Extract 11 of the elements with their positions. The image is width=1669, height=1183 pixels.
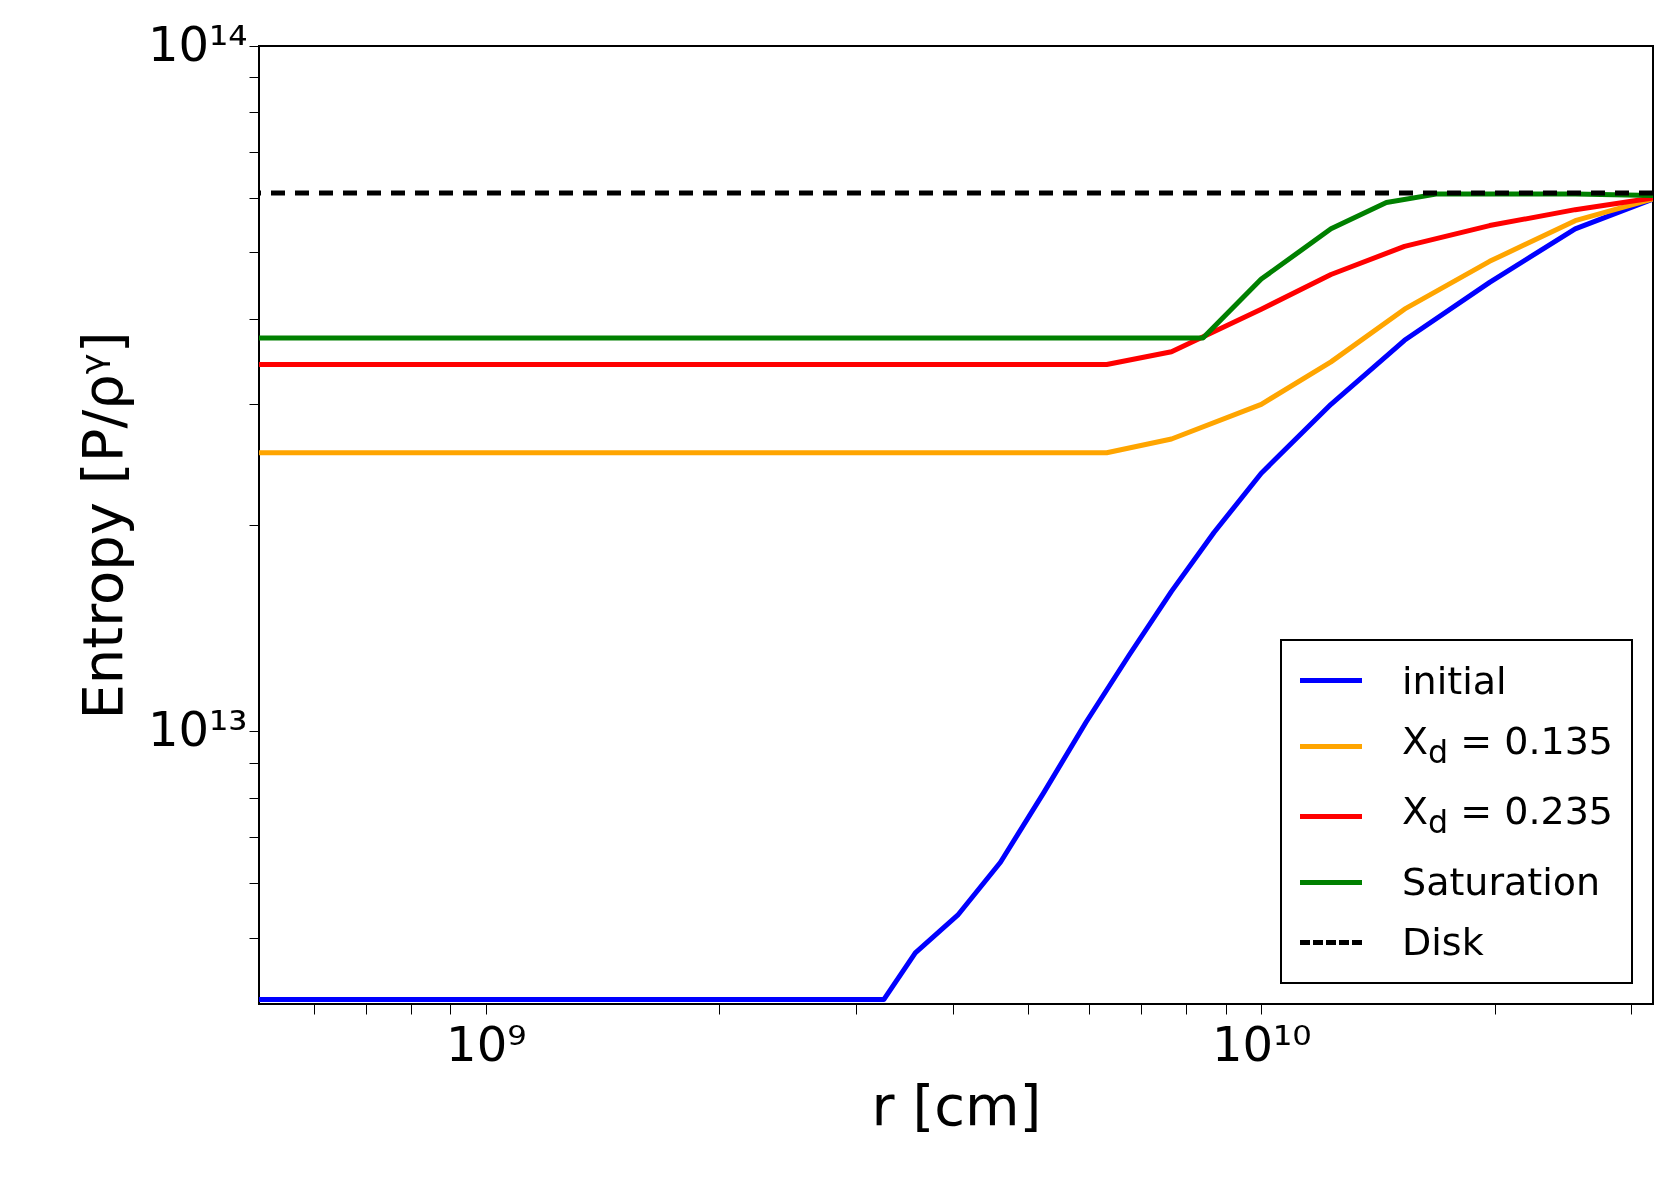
x-tick-label: 10¹⁰ [1211,1015,1312,1072]
legend-label: X$_{d}$ = 0.135 [1402,717,1613,772]
y-tick-label: 10¹⁴ [147,15,248,72]
legend-label: initial [1402,657,1507,705]
x-axis-title: r [cm] [871,1072,1042,1138]
legend-label: Saturation [1402,859,1601,906]
x-tick-label: 10⁹ [446,1015,527,1072]
legend-label: X$_{d}$ = 0.235 [1402,788,1613,842]
y-tick-label: 10¹³ [147,700,248,757]
y-axis-title: Entropy [P/ρᵞ] [69,331,135,720]
legend-label: Disk [1402,919,1484,966]
